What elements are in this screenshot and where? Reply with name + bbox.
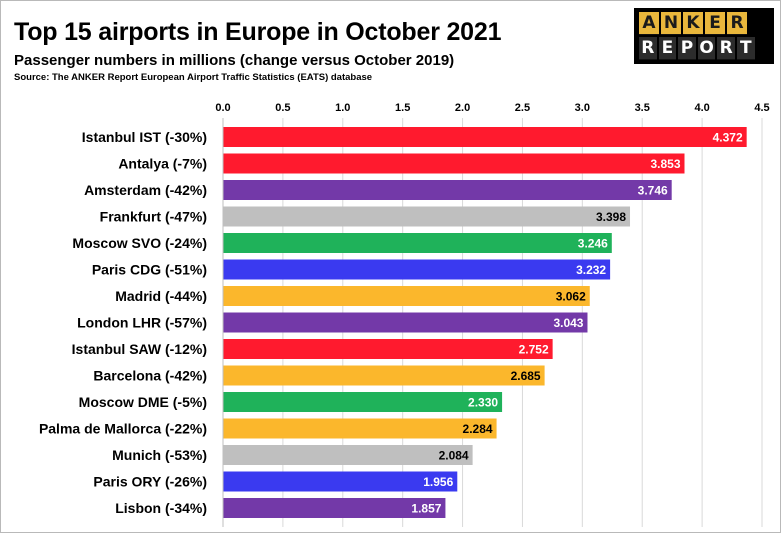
- bar: [223, 180, 672, 200]
- category-label: Moscow SVO (-24%): [72, 235, 207, 251]
- bar: [223, 206, 631, 227]
- bar: [223, 233, 612, 253]
- logo-letter: N: [661, 12, 681, 35]
- logo-letter: A: [639, 12, 659, 35]
- x-tick-label: 3.0: [575, 102, 590, 114]
- category-label: Amsterdam (-42%): [84, 182, 207, 198]
- bar-value-label: 3.246: [578, 237, 608, 251]
- bar-value-label: 1.956: [423, 475, 453, 489]
- bar-value-label: 2.685: [511, 369, 541, 383]
- bar: [223, 418, 497, 439]
- bar: [223, 471, 458, 492]
- logo-letter: R: [717, 37, 735, 60]
- bar-value-label: 3.853: [650, 157, 680, 171]
- x-tick-label: 2.0: [455, 102, 470, 114]
- x-tick-label: 1.5: [395, 102, 410, 114]
- bar: [223, 127, 747, 147]
- category-label: Antalya (-7%): [118, 156, 207, 172]
- category-label: Istanbul IST (-30%): [82, 129, 207, 145]
- bar: [223, 445, 473, 465]
- bar-value-label: 4.372: [713, 131, 743, 145]
- bar-value-label: 2.752: [519, 343, 549, 357]
- x-tick-label: 4.0: [694, 102, 709, 114]
- chart-source: Source: The ANKER Report European Airpor…: [14, 72, 373, 83]
- logo-letter: P: [678, 37, 696, 60]
- bar-value-label: 3.232: [576, 263, 606, 277]
- logo-letter: K: [683, 12, 703, 35]
- logo-letter: E: [658, 37, 677, 60]
- category-label: Istanbul SAW (-12%): [72, 341, 207, 357]
- x-tick-label: 0.0: [215, 102, 230, 114]
- bar-value-label: 1.857: [411, 502, 441, 516]
- x-tick-label: 0.5: [275, 102, 290, 114]
- logo-letter: R: [639, 37, 657, 60]
- bar: [223, 339, 553, 359]
- logo-letter: E: [705, 12, 725, 35]
- x-tick-label: 3.5: [635, 102, 650, 114]
- bar-value-label: 2.330: [468, 396, 498, 410]
- x-tick-label: 2.5: [515, 102, 530, 114]
- category-label: Lisbon (-34%): [115, 500, 207, 516]
- logo-letter: T: [736, 37, 755, 60]
- category-label: Palma de Mallorca (-22%): [39, 421, 207, 437]
- x-tick-label: 1.0: [335, 102, 350, 114]
- logo-letter: O: [697, 37, 716, 60]
- chart-title: Top 15 airports in Europe in October 202…: [14, 18, 502, 46]
- category-label: Frankfurt (-47%): [100, 209, 207, 225]
- category-label: Paris CDG (-51%): [92, 262, 207, 278]
- category-label: Moscow DME (-5%): [79, 394, 207, 410]
- bar-value-label: 2.284: [463, 422, 493, 436]
- chart-subtitle: Passenger numbers in millions (change ve…: [14, 52, 455, 69]
- bar-value-label: 3.746: [638, 184, 668, 198]
- category-label: Barcelona (-42%): [93, 368, 207, 384]
- bar-value-label: 2.084: [439, 449, 469, 463]
- bar: [223, 259, 611, 280]
- bar: [223, 286, 590, 306]
- bar-value-label: 3.062: [556, 290, 586, 304]
- bar: [223, 153, 685, 174]
- category-label: London LHR (-57%): [77, 315, 207, 331]
- bar: [223, 365, 545, 386]
- bar-value-label: 3.398: [596, 210, 626, 224]
- category-label: Madrid (-44%): [115, 288, 207, 304]
- category-label: Paris ORY (-26%): [93, 474, 207, 490]
- bar: [223, 312, 588, 333]
- bar: [223, 392, 503, 412]
- bar-value-label: 3.043: [553, 316, 583, 330]
- bar: [223, 498, 446, 518]
- category-label: Munich (-53%): [112, 447, 207, 463]
- x-tick-label: 4.5: [754, 102, 769, 114]
- logo-letter: R: [727, 12, 747, 35]
